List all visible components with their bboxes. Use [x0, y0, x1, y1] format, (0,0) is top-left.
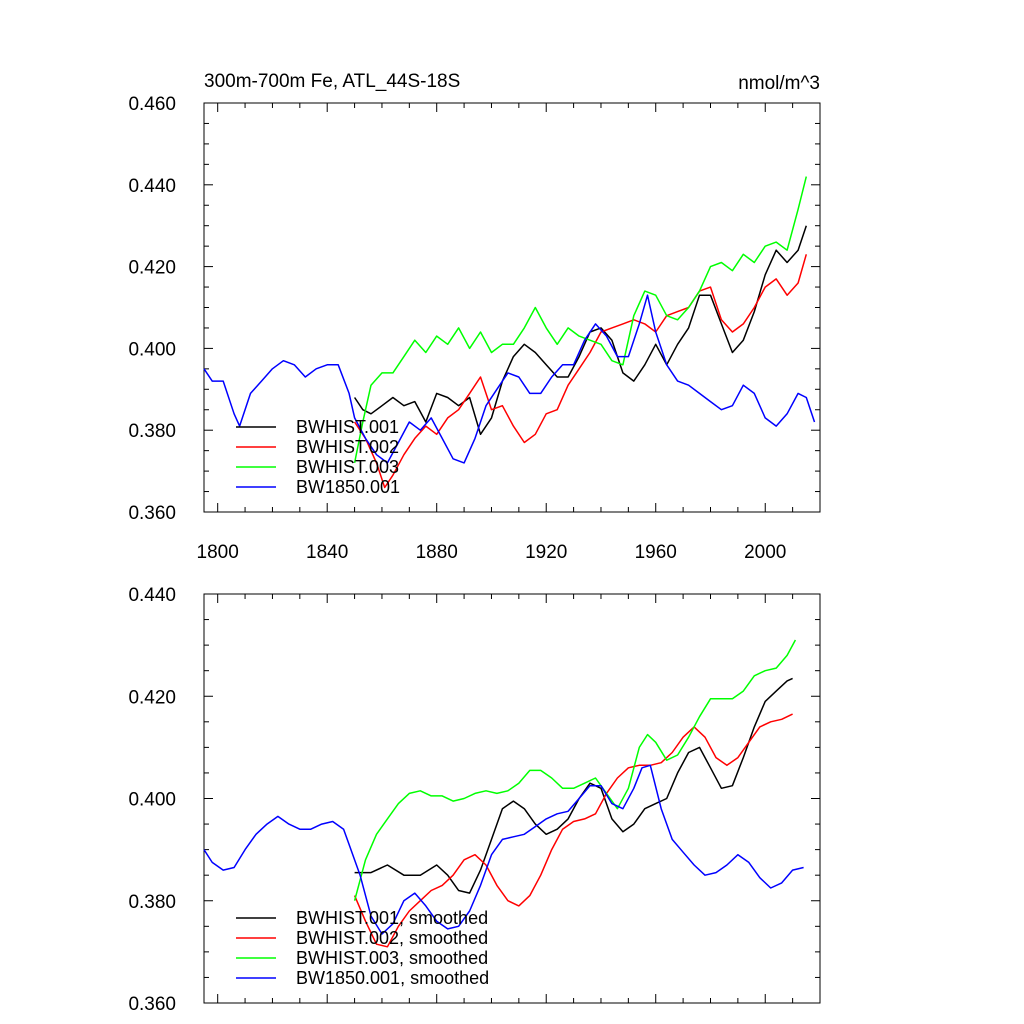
- x-tick-label: 1840: [306, 542, 348, 563]
- x-tick-label: 1880: [416, 542, 458, 563]
- y-tick-label: 0.380: [128, 421, 176, 442]
- legend-label: BW1850.001: [296, 477, 400, 497]
- y-tick-label: 0.400: [128, 339, 176, 360]
- y-tick-label: 0.360: [128, 994, 176, 1015]
- y-tick-label: 0.400: [128, 790, 176, 811]
- series-line-bwhist-001-smoothed: [354, 677, 793, 894]
- series-line-bwhist-002-smoothed: [353, 713, 793, 948]
- series-line-bw1850-001-smoothed: [203, 764, 804, 935]
- series-line-bwhist-003-smoothed: [353, 639, 797, 901]
- y-tick-label: 0.420: [128, 687, 176, 708]
- legend-label: BWHIST.001: [296, 417, 399, 437]
- units-label: nmol/m^3: [738, 73, 820, 94]
- legend-label: BWHIST.001, smoothed: [296, 908, 488, 928]
- y-tick-label: 0.380: [128, 892, 176, 913]
- legend-label: BWHIST.002: [296, 437, 399, 457]
- series-line-bwhist-001: [353, 225, 808, 436]
- legend-label: BWHIST.003, smoothed: [296, 948, 488, 968]
- y-tick-label: 0.360: [128, 503, 176, 524]
- x-tick-label: 1800: [197, 542, 239, 563]
- series-line-bwhist-002: [353, 254, 808, 489]
- chart-panel-2: 0.360 0.380 0.400 0.420 0.440 BWHIST.001, smo…: [128, 585, 821, 1015]
- legend-label: BWHIST.003: [296, 457, 399, 477]
- x-tick-label: 1920: [525, 542, 567, 563]
- chart-panel-1: 0.360 0.380 0.400 0.420 0.440 0.460 1800 1840 18…: [128, 71, 821, 563]
- y-tick-label: 0.460: [128, 94, 176, 115]
- y-tick-label: 0.440: [128, 176, 176, 197]
- x-tick-label: 2000: [744, 542, 786, 563]
- legend-label: BW1850.001, smoothed: [296, 968, 489, 988]
- series-line-bwhist-003: [353, 176, 808, 464]
- legend-label: BWHIST.002, smoothed: [296, 928, 488, 948]
- y-tick-label: 0.440: [128, 585, 176, 606]
- chart-title: 300m-700m Fe, ATL_44S-18S: [204, 71, 460, 92]
- y-tick-label: 0.420: [128, 258, 176, 279]
- series-line-bw1850-001: [203, 294, 816, 464]
- x-tick-label: 1960: [635, 542, 677, 563]
